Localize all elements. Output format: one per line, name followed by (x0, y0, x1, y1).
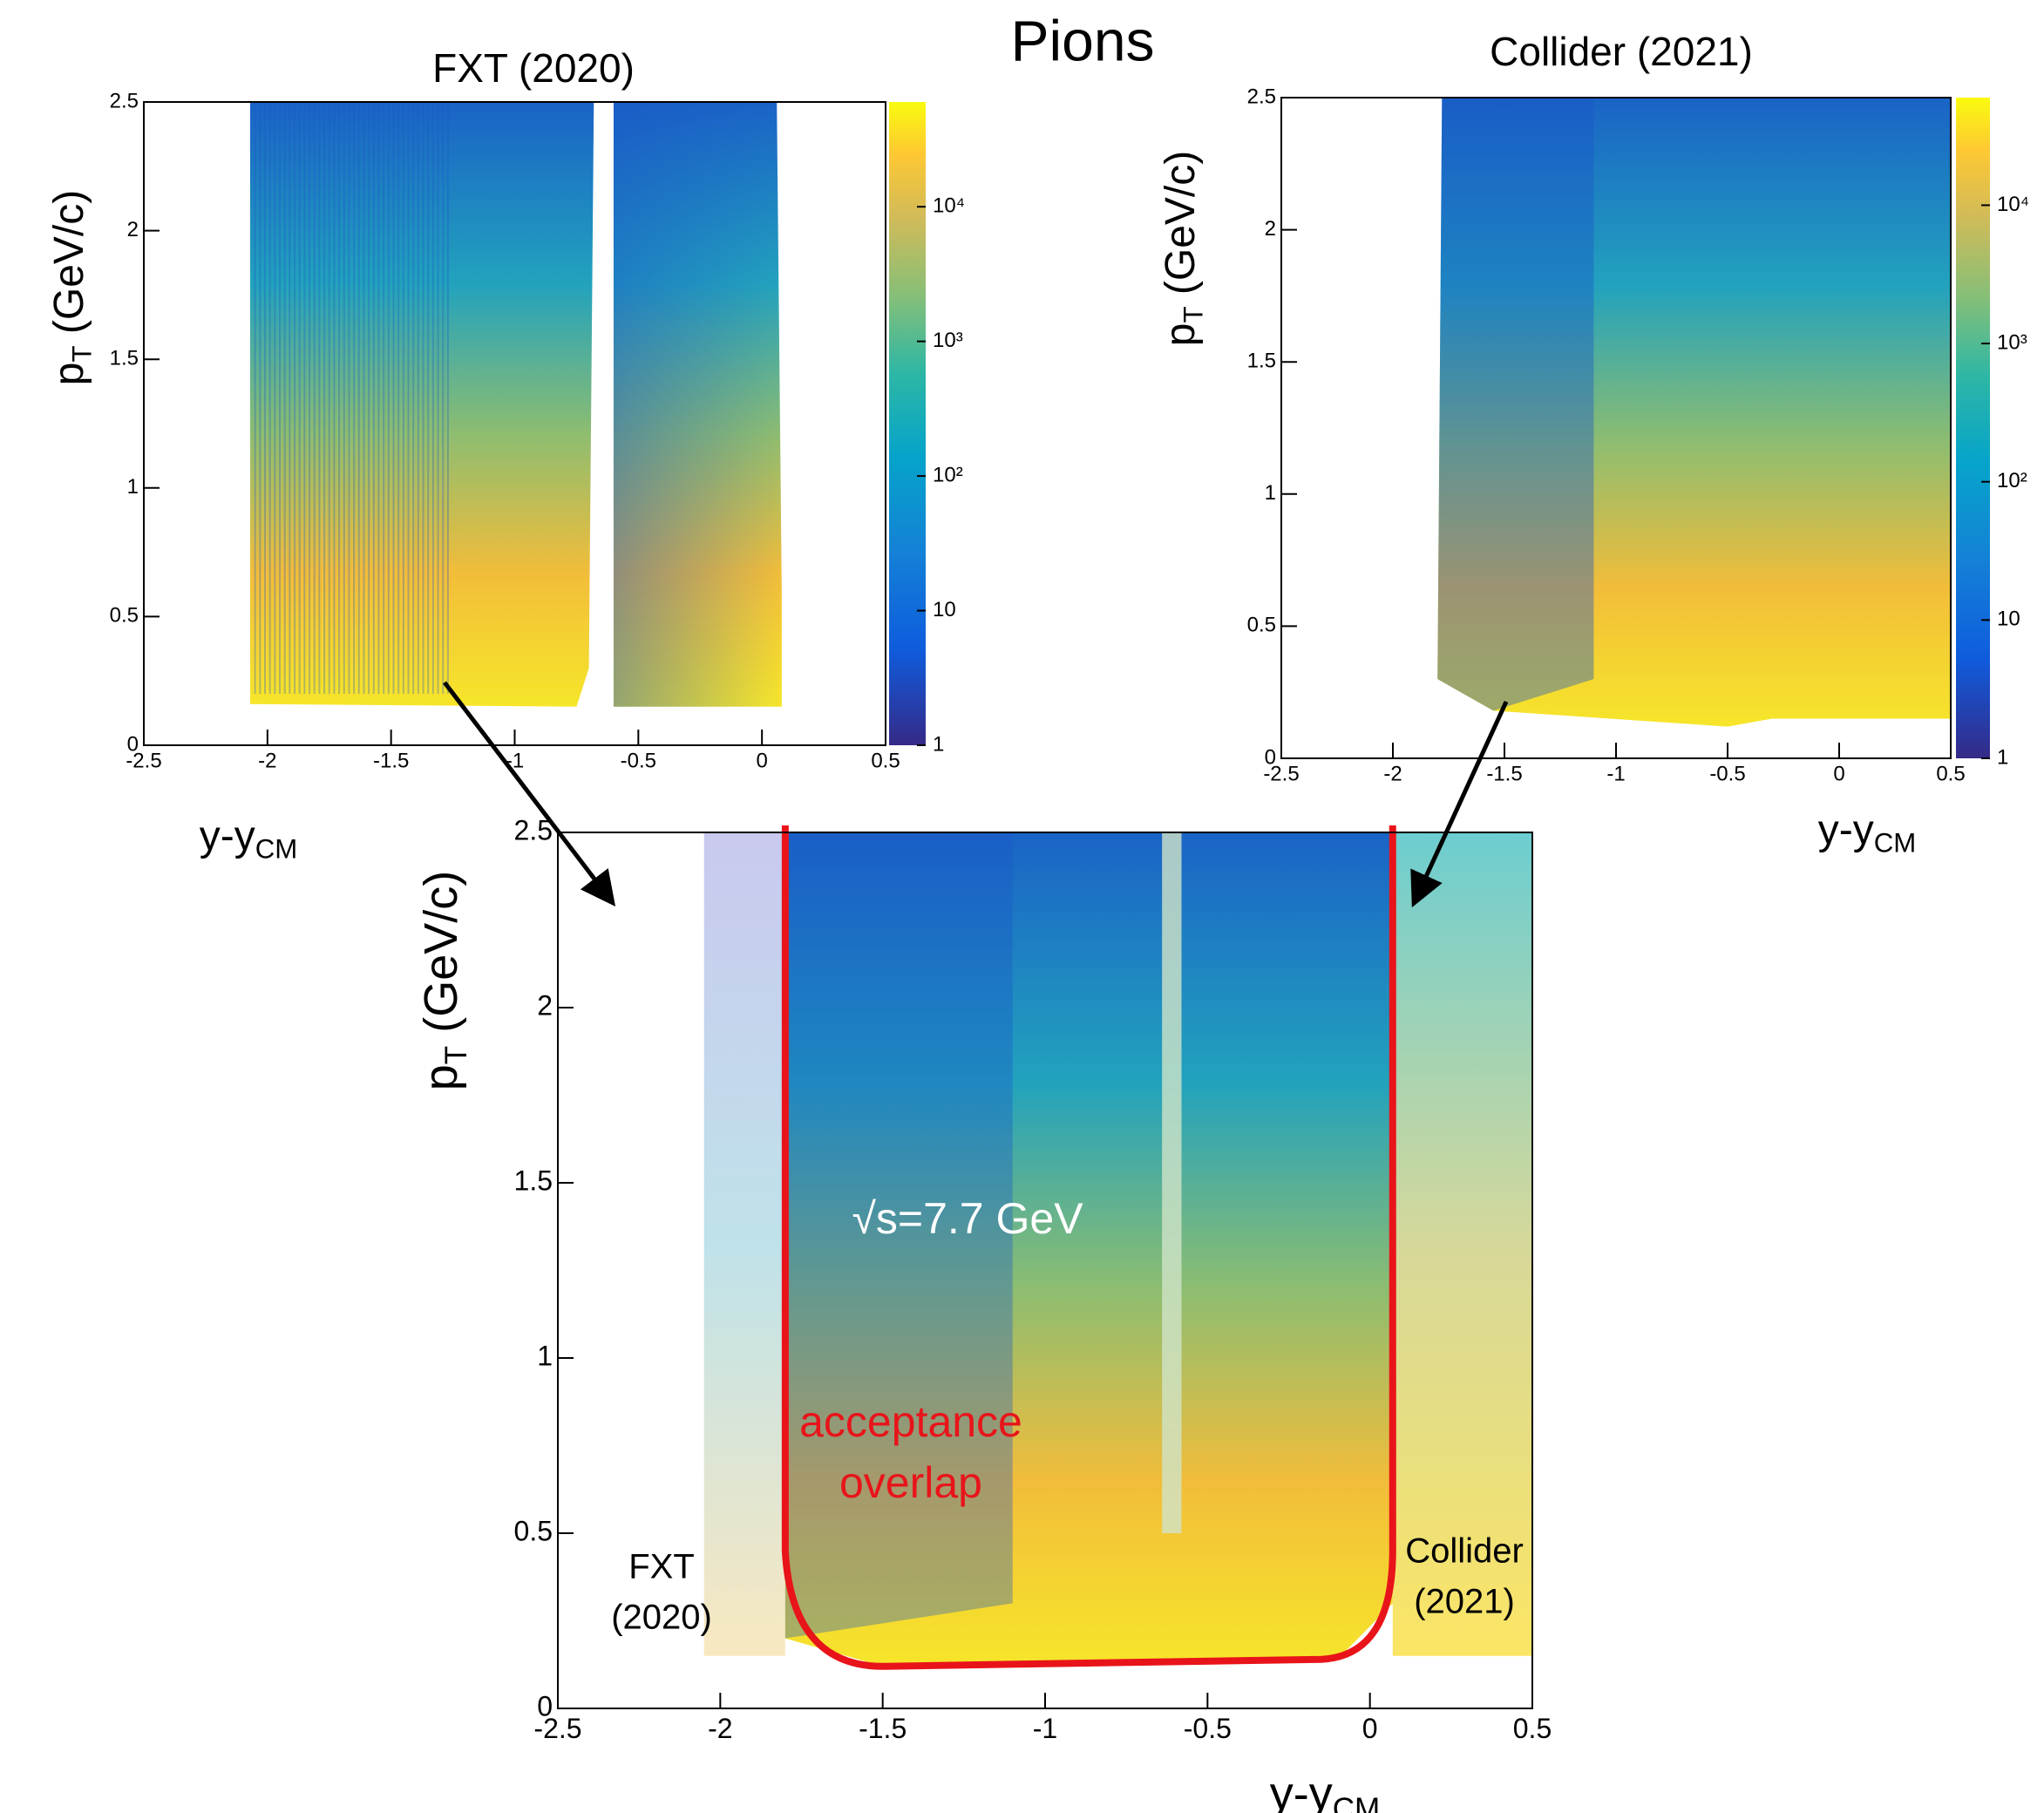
annotation: FXT (628, 1548, 695, 1586)
colorbar (889, 102, 926, 745)
x-tick-label: -0.5 (1184, 1713, 1232, 1744)
y-tick-label: 1 (127, 475, 139, 499)
y-tick-label: 1 (537, 1340, 553, 1371)
x-tick-label: 0 (756, 750, 767, 773)
colorbar-tick-label: 10² (933, 463, 963, 486)
x-tick-label: -2 (1383, 763, 1402, 786)
colorbar-tick-label: 10² (1997, 469, 2027, 492)
y-axis-label-sub: T (1178, 306, 1209, 323)
x-axis-label: y-yCM (1818, 807, 1917, 859)
colorbar-tick-label: 10 (1997, 608, 2020, 631)
density-region (1437, 98, 1951, 727)
heatmap-chart: -2.5 -2 -1.5 -1 -0.5 0 0.5 0 0.5 1 1.5 2 2.5 Collider… (1158, 29, 2029, 858)
density-edge (784, 832, 1013, 1639)
x-tick-label: -2 (708, 1713, 732, 1744)
x-axis-label-sub: CM (1333, 1792, 1381, 1813)
density-region (1392, 832, 1532, 1656)
overlap-contour (781, 825, 1396, 1670)
x-tick-label: 0 (1362, 1713, 1378, 1744)
y-axis-label-part: p (1158, 323, 1204, 347)
x-axis-label: y-yCM (1270, 1768, 1381, 1813)
x-tick-label: -1 (1033, 1713, 1057, 1744)
x-axis-label-part: y-y (200, 813, 255, 859)
y-axis-label-part: (GeV/c) (1158, 151, 1204, 307)
x-axis-label-part: y-y (1270, 1768, 1333, 1813)
x-tick-label: -2.5 (1263, 763, 1299, 786)
y-tick-label: 0 (537, 1690, 553, 1721)
colorbar-tick-label: 1 (933, 732, 944, 756)
y-tick-label: 0.5 (514, 1515, 553, 1546)
density-region (249, 102, 594, 707)
x-tick-label: 0.5 (1936, 763, 1965, 786)
y-axis-label: pT (GeV/c) (46, 190, 98, 385)
annotation: overlap (839, 1458, 982, 1507)
x-tick-label: 0.5 (1513, 1713, 1552, 1744)
y-axis-label: pT (GeV/c) (1158, 151, 1209, 346)
colorbar-tick-label: 10⁴ (1997, 193, 2029, 216)
colorbar (1956, 98, 1990, 758)
y-tick-label: 0.5 (110, 604, 139, 628)
heatmap-chart: -2.5 -2 -1.5 -1 -0.5 0 0.5 0 0.5 1 1.5 2 2.5 y-yCM pT … (415, 814, 1552, 1813)
x-tick-label: -0.5 (621, 750, 656, 773)
density-gap (1162, 832, 1182, 1533)
x-tick-label: -1 (1606, 763, 1625, 786)
x-tick-label: -1.5 (373, 750, 409, 773)
y-axis-label-part: p (415, 1064, 467, 1090)
annotation: (2020) (611, 1599, 712, 1637)
arrow (443, 681, 616, 906)
y-tick-label: 0.5 (1247, 614, 1276, 637)
density-region (784, 832, 1393, 1667)
y-tick-label: 1 (1265, 481, 1276, 505)
y-axis-label-part: (GeV/c) (415, 871, 467, 1046)
density-edge (1437, 98, 1594, 711)
annotation: √s=7.7 GeV (852, 1194, 1083, 1243)
x-axis-label-sub: CM (255, 834, 298, 865)
y-axis-label-part: p (46, 363, 92, 386)
colorbar-tick-label: 10⁴ (933, 194, 965, 218)
y-tick-label: 2 (537, 989, 553, 1021)
y-tick-label: 0 (1265, 745, 1276, 769)
y-tick-label: 1.5 (1247, 350, 1276, 373)
y-axis-label-sub: T (439, 1046, 473, 1064)
colorbar-tick-label: 1 (1997, 745, 2008, 769)
annotation: Collider (1405, 1532, 1524, 1571)
x-axis-label-part: y-y (1818, 807, 1874, 853)
y-tick-label: 2.5 (1247, 85, 1276, 108)
x-tick-label: -1.5 (1486, 763, 1522, 786)
density-edge (613, 102, 782, 707)
x-tick-label: 0.5 (871, 750, 900, 773)
arrow (1410, 700, 1509, 908)
x-tick-label: -2 (258, 750, 276, 773)
x-tick-label: -1.5 (859, 1713, 907, 1744)
colorbar-tick-label: 10³ (1997, 330, 2027, 354)
colorbar-tick-label: 10 (933, 598, 956, 621)
annotation: (2021) (1414, 1583, 1515, 1621)
x-tick-label: -2.5 (533, 1713, 581, 1744)
y-tick-label: 1.5 (514, 1165, 553, 1196)
x-axis-label-sub: CM (1874, 828, 1917, 859)
x-tick-label: -0.5 (1709, 763, 1745, 786)
y-tick-label: 1.5 (110, 347, 139, 370)
x-tick-label: 0 (1833, 763, 1844, 786)
charts: -2.5 -2 -1.5 -1 -0.5 0 0.5 0 0.5 1 1.5 2 2.5 FXT (202… (46, 29, 2029, 1813)
colorbar-tick-label: 10³ (933, 329, 963, 352)
x-tick-label: -2.5 (126, 750, 161, 773)
chart-title: FXT (2020) (432, 45, 635, 91)
y-tick-label: 2 (1265, 217, 1276, 241)
page-title: Pions (1010, 8, 1154, 72)
density-region (703, 832, 785, 1656)
y-axis-label-sub: T (67, 345, 98, 362)
y-tick-label: 2.5 (514, 814, 553, 845)
y-tick-label: 0 (127, 732, 139, 756)
y-tick-label: 2.5 (110, 89, 139, 112)
chart-title: Collider (2021) (1490, 29, 1753, 74)
y-axis-label-part: (GeV/c) (46, 190, 92, 346)
y-tick-label: 2 (127, 218, 139, 241)
x-axis-label: y-yCM (200, 813, 298, 865)
y-axis-label: pT (GeV/c) (415, 871, 473, 1091)
annotation: acceptance (799, 1397, 1022, 1446)
